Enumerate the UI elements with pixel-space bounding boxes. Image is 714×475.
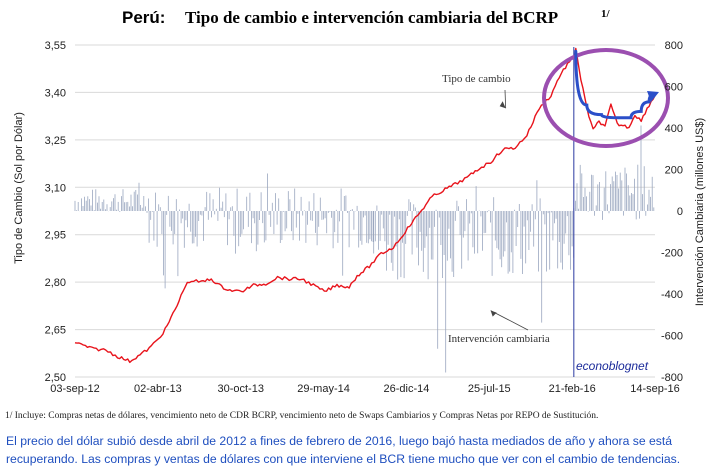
right-axis-title: Intervención Cambiaria (millones US$) [694,118,706,306]
x-tick-label: 25-jul-15 [468,383,511,395]
chart-title-note: 1/ [601,8,611,20]
annotation-tipo-de-cambio: Tipo de cambio [442,73,511,85]
right-tick-label: 600 [665,82,683,94]
left-tick-label: 3,40 [45,87,66,99]
x-tick-label: 21-feb-16 [549,383,596,395]
right-tick-label: 200 [665,165,683,177]
footnote: 1/ Incluye: Compras netas de dólares, ve… [5,411,598,421]
chart-title: Tipo de cambio e intervención cambiaria … [185,8,558,27]
right-tick-label: -400 [661,289,683,301]
caption-text: El precio del dólar subió desde abril de… [6,434,681,466]
watermark: econoblognet [576,359,649,373]
annotation-intervencion: Intervención cambiaria [448,333,550,345]
chart-title-country: Perú: [122,8,165,27]
gridlines [75,44,655,378]
left-axis-title: Tipo de Cambio (Sol por Dólar) [13,112,25,264]
trend-curve [574,49,657,120]
right-tick-label: 0 [677,206,683,218]
exchange-rate-intervention-chart: Perú: Tipo de cambio e intervención camb… [5,8,706,421]
trend-arrowhead [647,91,659,103]
left-axis-ticks: 2,50 2,65 2,80 2,95 3,10 3,25 3,40 3,55 [45,40,66,384]
left-tick-label: 2,80 [45,277,66,289]
x-tick-label: 30-oct-13 [217,383,263,395]
x-axis-ticks: 03-sep-12 02-abr-13 30-oct-13 29-may-14 26-d… [50,383,680,395]
x-tick-label: 02-abr-13 [134,383,182,395]
annotation-arrow [504,89,507,109]
annotations: Tipo de cambio Intervención cambiaria [442,73,550,345]
x-tick-label: 26-dic-14 [383,383,429,395]
annotation-arrowhead [490,310,497,317]
intervention-bars [74,125,655,373]
right-tick-label: 400 [665,123,683,135]
highlight-ellipse [542,48,670,148]
annotation-arrowhead [499,101,506,109]
left-tick-label: 3,25 [45,135,66,147]
left-tick-label: 3,55 [45,40,66,52]
trend-highlight [542,48,670,148]
right-tick-label: -800 [661,372,683,384]
left-tick-label: 3,10 [45,182,66,194]
x-tick-label: 14-sep-16 [630,383,680,395]
exchange-rate-series [74,47,656,364]
right-tick-label: -200 [661,248,683,260]
right-axis-ticks: -800 -600 -400 -200 0 200 400 600 800 [661,40,683,384]
left-tick-label: 2,65 [45,325,66,337]
right-tick-label: -600 [661,331,683,343]
exchange-rate-line [74,47,656,364]
right-tick-label: 800 [665,40,683,52]
left-tick-label: 2,50 [45,372,66,384]
left-tick-label: 2,95 [45,230,66,242]
annotation-arrow [490,310,529,331]
x-tick-label: 03-sep-12 [50,383,100,395]
x-tick-label: 29-may-14 [297,383,350,395]
